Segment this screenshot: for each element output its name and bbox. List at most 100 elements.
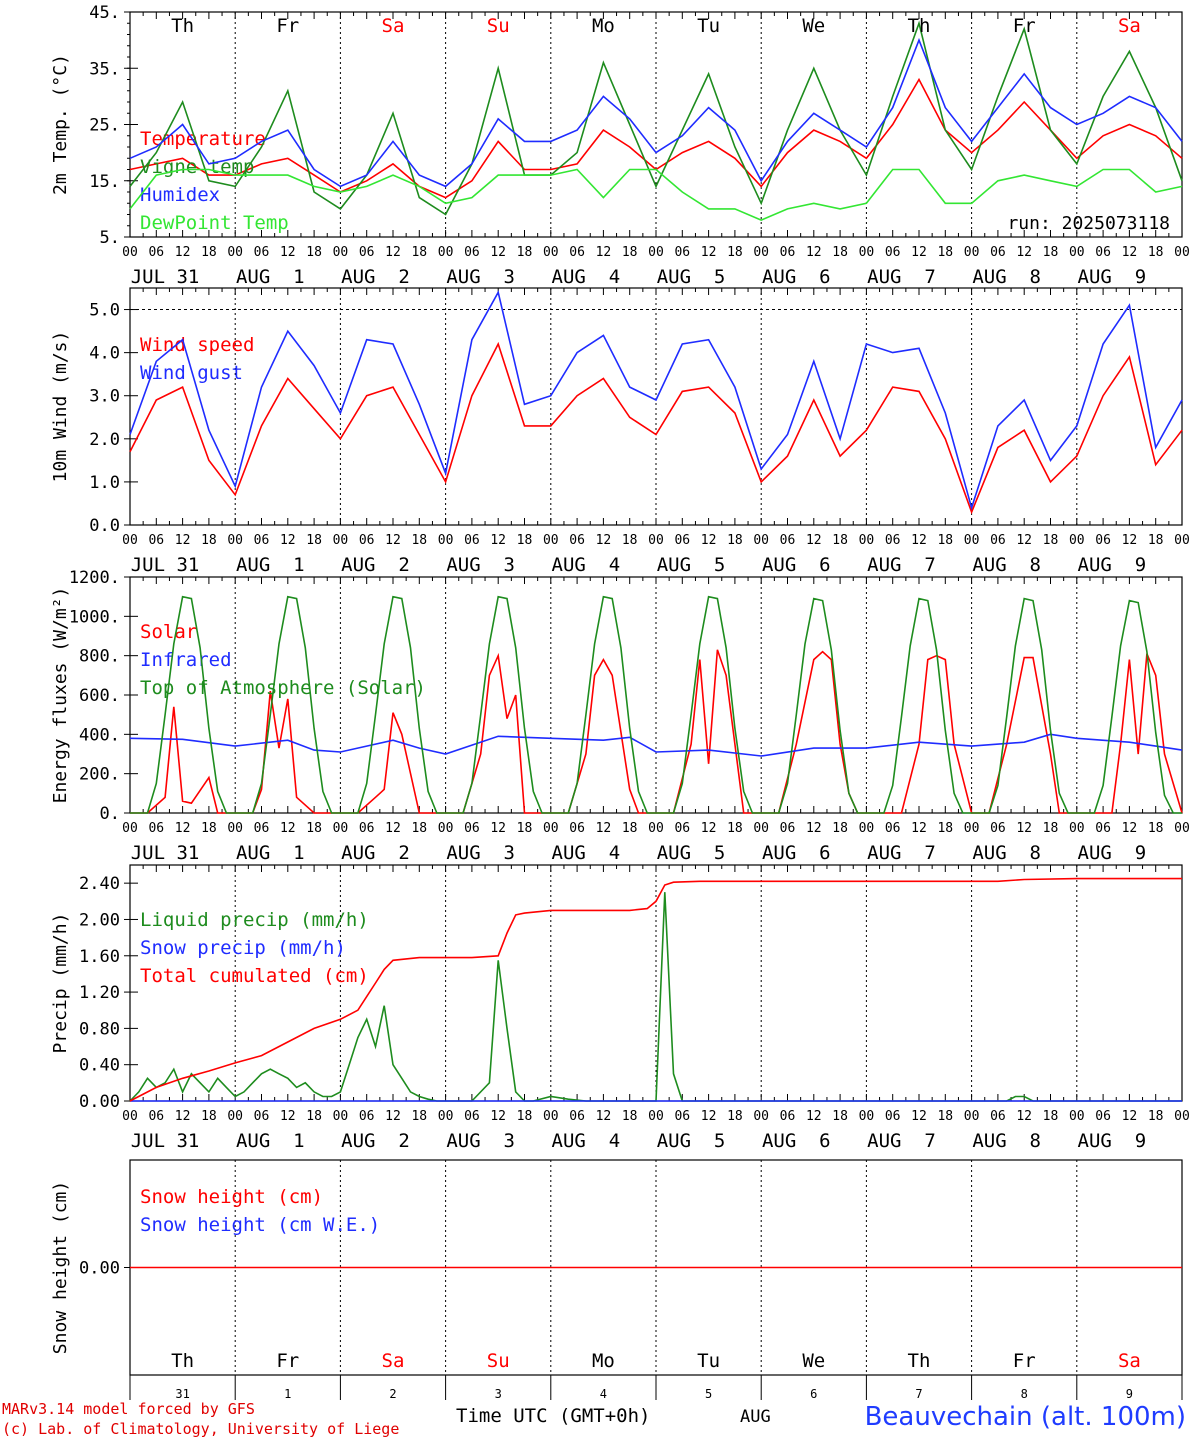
panel-1-hour-label: 18 — [832, 245, 848, 260]
panel-3-hour-label: 18 — [306, 821, 322, 836]
panel-1-hour-label: 00 — [859, 245, 875, 260]
panel-1-legend-entry: Humidex — [140, 184, 220, 206]
panel-4-hour-label: 12 — [280, 1109, 296, 1124]
time-strip-day-number: 7 — [915, 1387, 922, 1401]
panel-1-hour-label: 00 — [122, 245, 138, 260]
panel-5-weekday-label: Fr — [276, 1350, 299, 1372]
panel-5-weekday-label: Fr — [1013, 1350, 1036, 1372]
panel-2-hour-label: 18 — [201, 533, 217, 548]
panel-1-hour-label: 06 — [780, 245, 796, 260]
panel-1-hour-label: 12 — [701, 245, 717, 260]
panel-2-hour-label: 18 — [1043, 533, 1059, 548]
time-axis-label: Time UTC (GMT+0h) — [456, 1405, 651, 1427]
panel-4-hour-label: 00 — [227, 1109, 243, 1124]
panel-2-hour-label: 06 — [359, 533, 375, 548]
panel-3-y-tick-label: 400. — [79, 725, 120, 745]
panel-3-date-label: AUG 2 — [341, 842, 410, 864]
panel-1-hour-label: 18 — [306, 245, 322, 260]
panel-4-hour-label: 12 — [701, 1109, 717, 1124]
panel-2-hour-label: 00 — [227, 533, 243, 548]
panel-2-hour-label: 06 — [464, 533, 480, 548]
month-label: AUG — [740, 1407, 771, 1427]
panel-5-weekday-label: Th — [171, 1350, 194, 1372]
panel-3-hour-label: 06 — [780, 821, 796, 836]
panel-4-hour-label: 12 — [175, 1109, 191, 1124]
panel-2-hour-label: 06 — [148, 533, 164, 548]
panel-4-hour-label: 00 — [1069, 1109, 1085, 1124]
panel-1-hour-label: 12 — [1016, 245, 1032, 260]
panel-2-y-tick-label: 5.0 — [89, 301, 120, 321]
panel-3-legend-entry: Solar — [140, 621, 197, 643]
panel-3-hour-label: 06 — [990, 821, 1006, 836]
panel-1-hour-label: 12 — [806, 245, 822, 260]
panel-3-hour-label: 06 — [569, 821, 585, 836]
panel-2-hour-label: 00 — [1069, 533, 1085, 548]
panel-4-y-tick-label: 2.00 — [79, 910, 120, 930]
panel-1-hour-label: 18 — [937, 245, 953, 260]
panel-3-hour-label: 00 — [227, 821, 243, 836]
panel-1-hour-label: 12 — [175, 245, 191, 260]
panel-2-hour-label: 18 — [411, 533, 427, 548]
panel-4-date-label: AUG 9 — [1078, 1130, 1147, 1152]
panel-4-y-axis-label: Precip (mm/h) — [50, 913, 71, 1054]
panel-1-hour-label: 00 — [438, 245, 454, 260]
panel-3-hour-label: 06 — [885, 821, 901, 836]
panel-1-weekday-label: Tu — [697, 15, 720, 37]
panel-1-date-label: AUG 3 — [446, 266, 515, 288]
panel-1-y-tick-label: 5. — [100, 228, 120, 248]
panel-2-date-label: AUG 8 — [972, 554, 1041, 576]
panel-2-date-label: JUL 31 — [131, 554, 200, 576]
panel-2-series-wind-speed — [129, 341, 1183, 515]
panel-2-hour-label: 12 — [385, 533, 401, 548]
panel-3-series-infrared — [129, 733, 1183, 757]
panel-3-hour-label: 00 — [1069, 821, 1085, 836]
panel-3-date-label: AUG 7 — [867, 842, 936, 864]
panel-2-hour-label: 00 — [333, 533, 349, 548]
panel-1-y-tick-label: 45. — [89, 3, 120, 23]
panel-3-date-label: AUG 9 — [1078, 842, 1147, 864]
panel-3-hour-label: 00 — [859, 821, 875, 836]
panel-3-date-label: JUL 31 — [131, 842, 200, 864]
panel-1-weekday-label: Mo — [592, 15, 615, 37]
panel-4-hour-label: 12 — [596, 1109, 612, 1124]
panel-3-hour-label: 12 — [490, 821, 506, 836]
panel-4-hour-label: 18 — [411, 1109, 427, 1124]
panel-3-y-tick-label: 600. — [79, 686, 120, 706]
panel-4-series-total-cumulated-cm- — [129, 877, 1182, 1102]
panel-1-hour-label: 12 — [1122, 245, 1138, 260]
panel-4-hour-label: 06 — [1095, 1109, 1111, 1124]
panel-2-hour-label: 06 — [780, 533, 796, 548]
panel-4-hour-label: 00 — [122, 1109, 138, 1124]
panel-3-hour-label: 00 — [122, 821, 138, 836]
panel-1-annotation: run: 2025073118 — [1007, 213, 1170, 234]
panel-3-hour-label: 12 — [911, 821, 927, 836]
panel-4-y-tick-label: 1.60 — [79, 947, 120, 967]
panel-1-hour-label: 00 — [1174, 245, 1190, 260]
panel-1-hour-label: 00 — [1069, 245, 1085, 260]
panel-1-hour-label: 12 — [490, 245, 506, 260]
panel-4-date-label: AUG 1 — [236, 1130, 305, 1152]
panel-1-date-label: AUG 1 — [236, 266, 305, 288]
panel-1-date-label: AUG 8 — [972, 266, 1041, 288]
panel-1-hour-label: 12 — [596, 245, 612, 260]
panel-2-y-tick-label: 1.0 — [89, 473, 120, 493]
panel-3-hour-label: 12 — [175, 821, 191, 836]
panel-4-y-tick-label: 0.40 — [79, 1056, 120, 1076]
panel-1-series-humidex — [129, 37, 1183, 188]
panel-3-y-tick-label: 1200. — [69, 568, 120, 588]
panel-5-weekday-label: Tu — [697, 1350, 720, 1372]
time-strip-day-number: 5 — [705, 1387, 712, 1401]
panel-4-legend-entry: Liquid precip (mm/h) — [140, 909, 369, 931]
panel-4-hour-label: 18 — [832, 1109, 848, 1124]
panel-3-hour-label: 06 — [1095, 821, 1111, 836]
panel-5-weekday-label: Mo — [592, 1350, 615, 1372]
panel-4-hour-label: 00 — [1174, 1109, 1190, 1124]
panel-4-hour-label: 00 — [543, 1109, 559, 1124]
panel-1-hour-label: 18 — [517, 245, 533, 260]
panel-4-hour-label: 06 — [569, 1109, 585, 1124]
panel-2-hour-label: 18 — [727, 533, 743, 548]
panel-4-hour-label: 12 — [385, 1109, 401, 1124]
panel-2-date-label: AUG 6 — [762, 554, 831, 576]
panel-2-hour-label: 00 — [964, 533, 980, 548]
